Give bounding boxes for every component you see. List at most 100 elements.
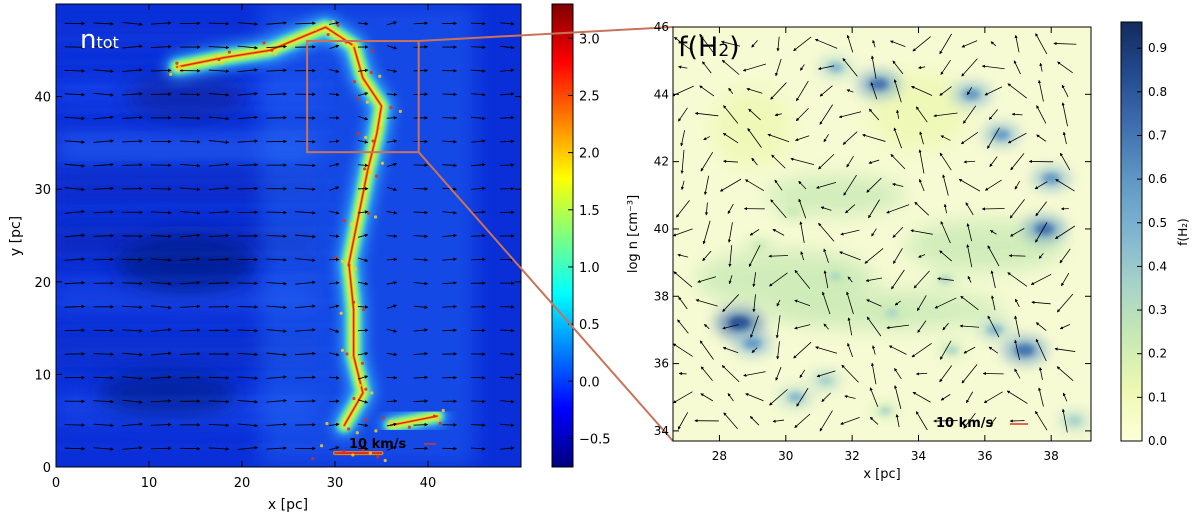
velocity-arrow	[413, 281, 429, 286]
velocity-arrow	[295, 187, 316, 191]
h2-velocity-arrow	[842, 58, 858, 77]
velocity-arrow	[151, 210, 172, 215]
density-streak	[56, 420, 336, 426]
h2-colorbar-tick-label: 0.2	[1148, 347, 1167, 361]
h2-velocity-arrow	[963, 105, 977, 124]
velocity-arrow	[266, 258, 287, 262]
h2-core	[753, 242, 765, 250]
h2-velocity-arrow	[790, 157, 815, 166]
h2-velocity-arrow	[1035, 201, 1047, 217]
velocity-arrow	[386, 422, 398, 427]
velocity-arrow	[151, 281, 172, 286]
velocity-arrow	[471, 257, 486, 262]
velocity-arrow	[329, 304, 340, 309]
h2-x-tick-label: 30	[778, 449, 793, 463]
h2-velocity-arrow	[1036, 134, 1047, 142]
h2-velocity-arrow	[1006, 390, 1028, 404]
h2-velocity-arrow	[869, 387, 879, 407]
filament-clump	[383, 458, 387, 463]
filament-clump	[369, 70, 373, 75]
h2-velocity-arrow	[960, 132, 979, 145]
velocity-arrow	[329, 162, 340, 167]
h2-velocity-arrow	[894, 300, 901, 306]
h2-y-tick-label: 44	[654, 87, 669, 101]
h2-velocity-arrow	[961, 58, 978, 77]
h2-velocity-arrow	[795, 107, 809, 122]
panel-label-subscript: tot	[96, 33, 118, 52]
x-tick-label: 0	[52, 476, 60, 491]
h2-velocity-arrow	[840, 229, 860, 236]
velocity-arrow	[386, 186, 398, 192]
h2-y-tick-label: 40	[654, 222, 669, 236]
h2-velocity-arrow	[886, 204, 910, 214]
filament-clump	[353, 267, 357, 271]
density-frame	[55, 3, 522, 468]
h2-velocity-arrow	[823, 248, 829, 263]
velocity-arrow	[122, 329, 143, 333]
velocity-arrow	[500, 423, 515, 428]
velocity-arrow	[413, 258, 429, 262]
h2-velocity-arrow	[988, 109, 998, 120]
h2-velocity-arrow	[695, 299, 718, 307]
velocity-arrow	[93, 399, 115, 404]
h2-velocity-arrow	[700, 151, 714, 172]
filament-clump	[389, 106, 393, 110]
h2-velocity-arrow	[937, 277, 954, 281]
velocity-arrow	[357, 163, 369, 168]
h2-velocity-arrow	[823, 270, 829, 289]
h2-core	[818, 376, 833, 385]
h2-frame	[672, 26, 1092, 442]
h2-core	[869, 78, 888, 90]
velocity-arrow	[122, 446, 143, 450]
h2-velocity-arrow	[722, 324, 739, 330]
velocity-arrow	[471, 116, 486, 121]
density-streak	[56, 323, 336, 329]
h2-velocity-arrow	[886, 324, 910, 330]
velocity-arrow	[208, 45, 230, 50]
velocity-key-label: 10 km/s	[349, 437, 407, 452]
h2-velocity-arrow	[793, 36, 812, 52]
velocity-arrow	[208, 140, 230, 145]
h2-velocity-arrow	[1061, 84, 1069, 97]
h2-panel: 28 30 32 34 36 38 34 36 38 40 42 44 46 x [pc] log n…	[626, 20, 1092, 482]
h2-core	[945, 346, 959, 355]
h2-core	[744, 338, 762, 349]
velocity-arrow	[329, 281, 340, 285]
velocity-arrow	[386, 162, 398, 167]
h2-velocity-arrow	[911, 342, 932, 358]
colorbar-tick-label: 1.5	[579, 204, 600, 219]
h2-velocity-arrow	[814, 38, 838, 49]
velocity-arrow	[179, 187, 201, 192]
filament-clump	[441, 408, 445, 413]
velocity-arrow	[179, 140, 201, 144]
velocity-arrow	[442, 304, 457, 309]
filament-clump	[378, 74, 382, 78]
velocity-arrow	[471, 69, 486, 73]
h2-velocity-arrow	[775, 366, 782, 381]
h2-diffuse	[765, 175, 906, 216]
h2-velocity-arrow	[745, 393, 764, 402]
velocity-arrow	[93, 92, 114, 97]
h2-velocity-arrow	[1010, 228, 1025, 237]
h2-velocity-arrow	[893, 79, 902, 103]
velocity-arrow	[295, 351, 316, 356]
h2-colorbar-gradient	[1120, 21, 1143, 442]
h2-velocity-arrow	[990, 270, 996, 289]
velocity-arrow	[179, 351, 201, 356]
h2-velocity-arrow	[895, 413, 900, 428]
h2-velocity-arrow	[865, 277, 883, 282]
h2-velocity-arrow	[846, 291, 854, 315]
h2-velocity-arrow	[847, 276, 853, 283]
h2-velocity-arrow	[1014, 34, 1020, 53]
velocity-arrow	[151, 327, 172, 332]
panel-label-main: n	[80, 25, 96, 55]
h2-colorbar-tick-label: 0.3	[1148, 303, 1167, 317]
h2-velocity-arrow	[723, 105, 739, 124]
h2-velocity-arrow	[1061, 272, 1070, 287]
filament-clump	[381, 416, 385, 420]
velocity-arrow	[357, 399, 369, 404]
h2-velocity-arrow	[864, 248, 884, 264]
velocity-arrow	[442, 163, 457, 168]
filament-layer	[176, 26, 383, 426]
y-axis-label: y [pc]	[8, 216, 24, 256]
